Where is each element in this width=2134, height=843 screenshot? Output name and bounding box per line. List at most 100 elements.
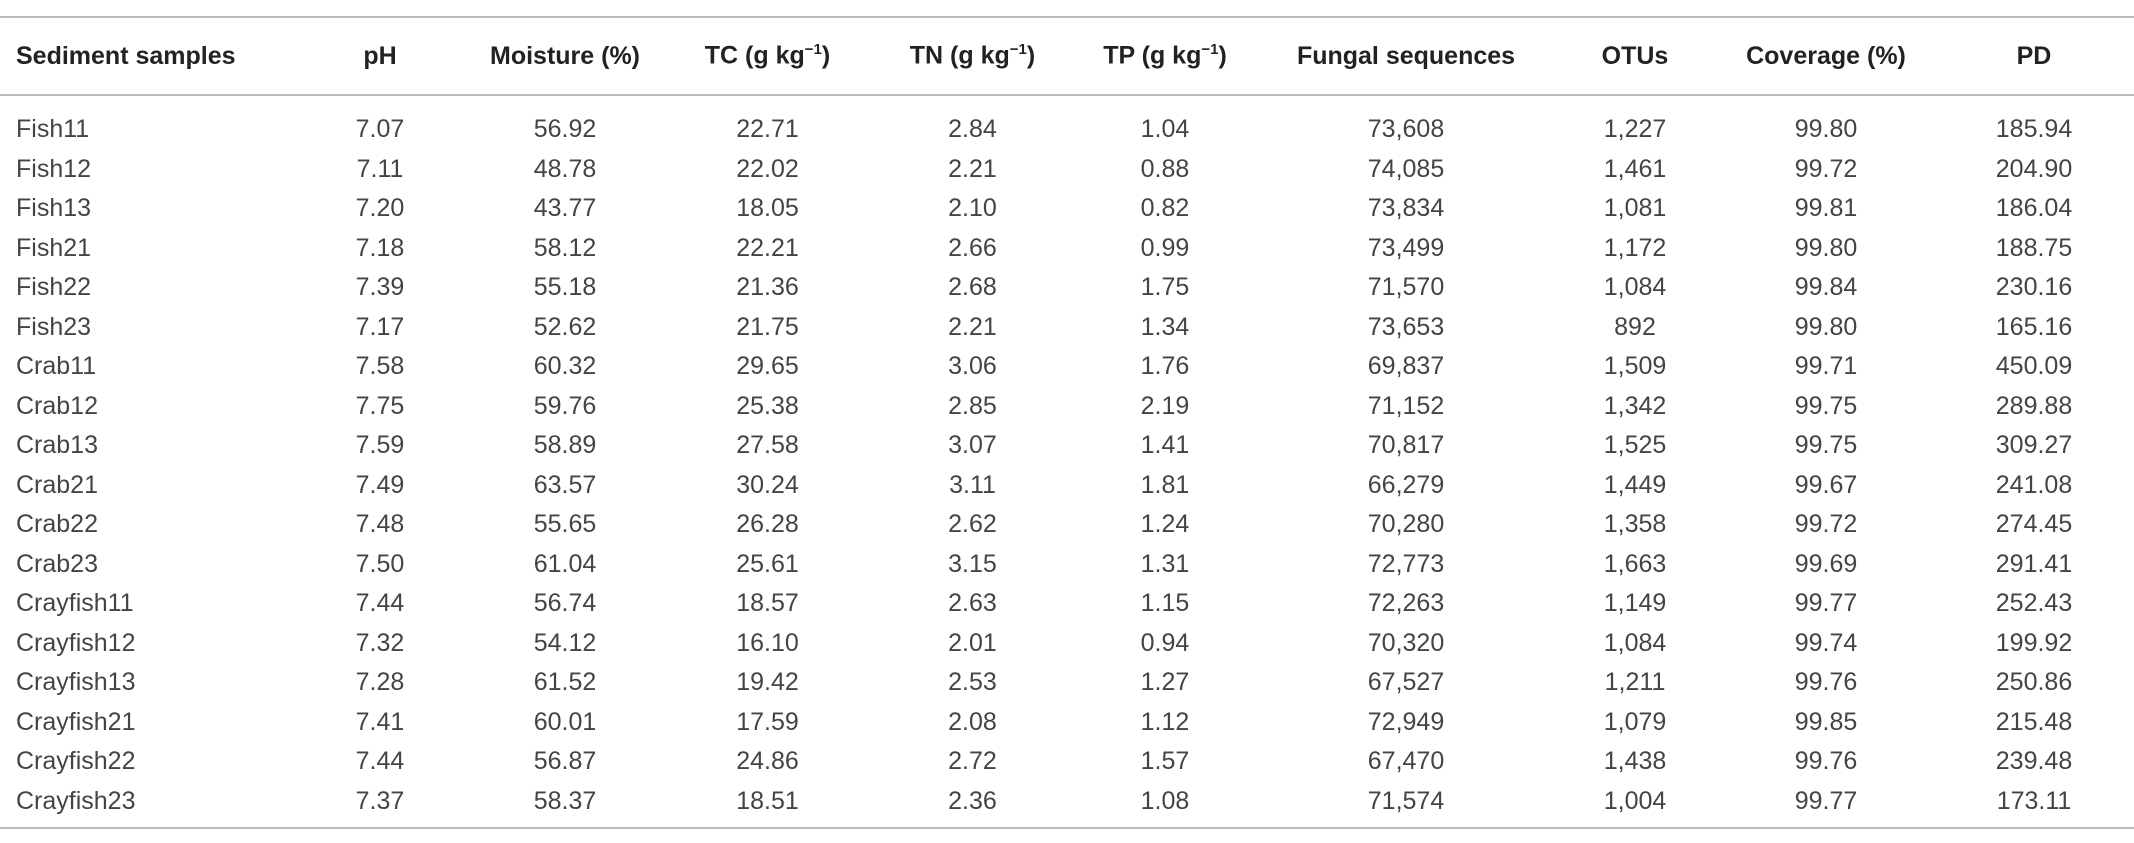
table-cell: 1.12 [1140,707,1190,736]
table-header: Sediment samples pH Moisture (%) TC (g kg−1… [0,17,2134,95]
table-cell: 55.18 [533,273,597,302]
table-row: Crayfish23 7.37 58.37 18.51 2.36 1.08 71,574 1,… [0,782,2134,829]
table-cell: 2.10 [948,194,997,223]
sample-name: Crayfish23 [16,786,136,815]
table-cell: 7.50 [355,549,405,578]
table-cell: 99.67 [1794,470,1858,499]
table-cell: 61.04 [533,549,597,578]
table-cell: 99.77 [1794,786,1858,815]
table-row: Crayfish13 7.28 61.52 19.42 2.53 1.27 67,527 1,… [0,663,2134,703]
table-cell: 0.94 [1140,628,1190,657]
sample-name: Fish11 [16,115,90,144]
table-cell: 165.16 [1995,312,2073,341]
table-cell: 70,320 [1367,628,1445,657]
table-cell: 27.58 [736,431,799,460]
sample-name: Fish22 [16,273,92,302]
table-cell: 1,461 [1603,154,1667,183]
header-text: ) [1026,41,1036,70]
table-row: Crab11 7.58 60.32 29.65 3.06 1.76 69,837 1,509 9… [0,347,2134,387]
table-cell: 99.76 [1794,668,1858,697]
sample-name: Fish23 [16,312,92,341]
table-cell: 1,084 [1603,273,1667,302]
table-cell: 2.62 [948,510,997,539]
table-cell: 60.01 [533,707,597,736]
table-cell: 1,149 [1603,589,1667,618]
table-cell: 55.65 [533,510,597,539]
table-cell: 7.59 [355,431,405,460]
header-cell: OTUs [1601,41,1669,70]
table-cell: 58.12 [533,233,597,262]
header-superscript: −1 [1009,41,1027,59]
table-cell: 72,773 [1367,549,1445,578]
table-cell: 43.77 [533,194,597,223]
sample-name: Fish13 [16,194,92,223]
table-cell: 7.37 [355,786,405,815]
table-cell: 48.78 [533,154,597,183]
table-cell: 2.19 [1140,391,1190,420]
table-cell: 2.68 [948,273,997,302]
data-table: Sediment samples pH Moisture (%) TC (g kg−1… [0,16,2134,829]
table-cell: 25.38 [736,391,799,420]
header-text: ) [821,41,831,70]
table-cell: 2.63 [948,589,997,618]
table-cell: 2.72 [948,747,997,776]
table-cell: 0.82 [1140,194,1190,223]
table-cell: 99.74 [1794,628,1858,657]
table-cell: 7.11 [356,154,404,183]
table-cell: 7.75 [355,391,405,420]
header-cell: TP (g kg−1) [1070,17,1260,95]
table-cell: 204.90 [1995,154,2073,183]
header-cell: Fungal sequences [1296,41,1516,70]
table-cell: 7.41 [355,707,405,736]
table-cell: 22.02 [736,154,799,183]
table-row: Fish21 7.18 58.12 22.21 2.66 0.99 73,499 1,172 9… [0,229,2134,269]
table-cell: 173.11 [1996,786,2072,815]
table-cell: 1.04 [1140,115,1190,144]
table-row: Fish12 7.11 48.78 22.02 2.21 0.88 74,085 1,461 9… [0,150,2134,190]
table-cell: 74,085 [1367,154,1445,183]
table-cell: 21.36 [736,273,799,302]
table-cell: 2.21 [948,312,997,341]
table-cell: 99.77 [1794,589,1858,618]
sample-name: Fish21 [16,233,92,262]
table-cell: 3.11 [949,470,996,499]
table-cell: 7.32 [355,628,405,657]
header-cell: Sediment samples [16,41,236,70]
table-row: Crab21 7.49 63.57 30.24 3.11 1.81 66,279 1,449 9… [0,466,2134,506]
sample-name: Crab22 [16,510,98,539]
table-cell: 1.57 [1140,747,1190,776]
table-cell: 3.07 [948,431,997,460]
table-cell: 230.16 [1995,273,2073,302]
sample-name: Crab13 [16,431,98,460]
table-cell: 1.41 [1140,431,1190,460]
table-row: Crab22 7.48 55.65 26.28 2.62 1.24 70,280 1,358 9… [0,505,2134,545]
table-cell: 60.32 [533,352,597,381]
table-cell: 291.41 [1995,549,2073,578]
table-cell: 2.53 [948,668,997,697]
table-cell: 99.85 [1794,707,1858,736]
table-cell: 250.86 [1995,668,2073,697]
table-cell: 0.99 [1140,233,1190,262]
table-cell: 54.12 [533,628,597,657]
table-cell: 2.21 [948,154,997,183]
table-cell: 18.51 [736,786,799,815]
table-cell: 1,509 [1603,352,1667,381]
sample-name: Crayfish11 [16,589,134,618]
table-cell: 72,263 [1367,589,1445,618]
table-cell: 67,470 [1367,747,1445,776]
sample-name: Crayfish21 [16,707,136,736]
table-cell: 99.80 [1794,233,1858,262]
table-cell: 70,817 [1367,431,1445,460]
table-cell: 3.06 [948,352,997,381]
table-cell: 1,084 [1603,628,1667,657]
sample-name: Crab11 [16,352,97,381]
table-cell: 73,608 [1367,115,1445,144]
header-text: ) [1218,41,1227,70]
table-cell: 252.43 [1995,589,2073,618]
table-cell: 1,525 [1603,431,1667,460]
table-cell: 18.05 [736,194,799,223]
table-cell: 1,004 [1603,786,1667,815]
header-cell: pH [363,41,397,70]
table-cell: 99.80 [1794,115,1858,144]
